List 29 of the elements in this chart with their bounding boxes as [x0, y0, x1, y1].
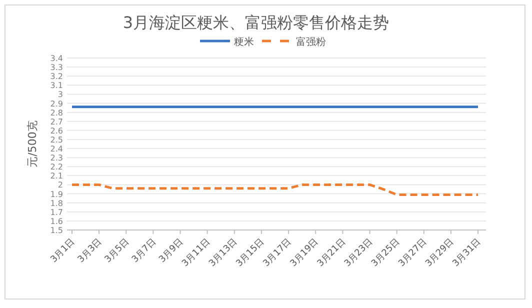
x-tick-label: 3月1日 [49, 237, 78, 265]
y-tick-label: 3.2 [50, 72, 63, 82]
y-tick-label: 1.9 [50, 190, 63, 199]
x-tick-label: 3月5日 [103, 237, 132, 265]
y-tick-label: 3.1 [50, 81, 63, 90]
y-tick-label: 3 [58, 90, 63, 100]
y-tick-label: 2.4 [50, 144, 63, 154]
y-tick-label: 2.6 [50, 126, 63, 136]
y-axis-title: 元/500克 [26, 120, 39, 168]
y-tick-label: 2.8 [50, 108, 63, 118]
y-tick-label: 1.6 [50, 216, 63, 226]
y-tick-label: 1.7 [50, 208, 63, 217]
y-tick-label: 3.4 [50, 54, 63, 63]
y-tick-label: 2.9 [50, 99, 63, 108]
y-tick-label: 2.1 [50, 172, 63, 181]
chart-title: 3月海淀区粳米、富强粉零售价格走势 [122, 13, 390, 32]
x-tick-label: 3月7日 [130, 237, 158, 265]
y-tick-label: 2 [58, 180, 63, 190]
x-tick-label: 3月3日 [76, 237, 104, 265]
y-tick-label: 2.7 [50, 117, 63, 126]
y-tick-label: 2.2 [50, 162, 63, 172]
y-tick-label: 1.5 [50, 226, 63, 235]
legend-label: 富强粉 [296, 36, 326, 48]
y-tick-label: 2.3 [50, 154, 63, 163]
legend-label: 粳米 [234, 36, 254, 48]
line-series [70, 183, 480, 196]
y-tick-label: 3.3 [50, 63, 63, 72]
y-tick-label: 2.5 [50, 135, 63, 144]
y-tick-label: 1.8 [50, 198, 63, 208]
